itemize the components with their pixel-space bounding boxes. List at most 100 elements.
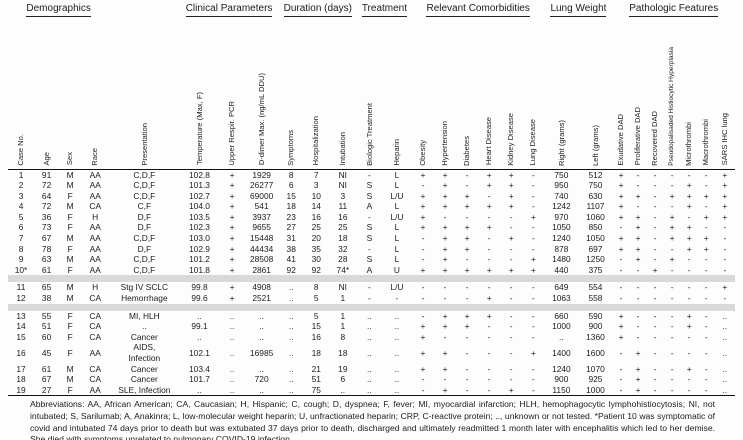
table-cell: 8	[313, 282, 319, 293]
table-cell: ..	[328, 384, 357, 397]
column-header-label: Symptoms	[286, 129, 296, 166]
table-cell: 16985	[249, 347, 274, 358]
table-cell: 18	[311, 347, 321, 358]
table-cell: -	[509, 211, 513, 222]
table-cell: -	[395, 293, 399, 304]
table-cell: M	[66, 374, 74, 385]
table-row: 10* 61 F AA C,D,F 101.8 +2861 92 92 74* A U + + + + + +44…	[8, 265, 735, 276]
table-row: 7 67 M AA C,D,F 103.0 +15448 31 20 18 S L - + + - + - 1240…	[8, 233, 735, 244]
table-cell: 1480	[552, 254, 571, 265]
column-group-header: Duration (days)	[279, 3, 357, 20]
table-cell: ..	[367, 331, 372, 342]
table-cell: -	[687, 254, 691, 265]
table-cell: -	[636, 169, 640, 180]
column-header: Pseudopalisaded Histiocytic Hyperplasia	[663, 19, 681, 170]
table-cell: +	[229, 243, 235, 254]
section-separator	[8, 303, 735, 311]
column-header: Heparin	[381, 19, 412, 170]
table-cell: F	[67, 264, 73, 275]
table-cell: L	[394, 233, 400, 244]
table-cell: +	[420, 331, 426, 342]
table-cell: 9	[18, 254, 24, 265]
table-cell: +	[442, 169, 448, 180]
table-cell: 5	[18, 211, 24, 222]
table-cell: 3	[18, 190, 24, 201]
table-cell: +	[618, 201, 624, 212]
table-cell: C,F	[137, 201, 152, 212]
table-cell: M	[66, 169, 74, 180]
table-cell: 23	[286, 211, 296, 222]
table-cell: F	[67, 190, 73, 201]
table-cell: -	[636, 293, 640, 304]
table-cell: SLE, Infection	[109, 384, 180, 397]
table-cell: +	[508, 190, 514, 201]
column-header-label: Hypertension	[440, 120, 450, 166]
table-cell: 11	[338, 201, 348, 212]
table-cell: -	[487, 190, 491, 201]
table-cell: MI, HLH	[128, 310, 160, 321]
table-cell: -	[465, 282, 469, 293]
table-cell: -	[531, 331, 535, 342]
table-cell: CA	[89, 374, 102, 385]
table-cell: -	[687, 293, 691, 304]
table-cell: C,D,F	[133, 233, 156, 244]
table-cell: -	[687, 169, 691, 180]
table-cell: +	[618, 243, 624, 254]
table-cell: -	[687, 264, 691, 275]
table-cell: +	[722, 169, 728, 180]
column-header-label: Proliferative DAD	[633, 107, 643, 166]
column-header-label: Age	[41, 151, 51, 166]
table-cell: 63	[41, 254, 52, 265]
table-cell: -	[704, 321, 708, 332]
column-header-label: D-dimer Max. (ng/mL DDU)	[256, 73, 266, 166]
table-cell: 649	[554, 282, 569, 293]
table-cell: +	[420, 169, 426, 180]
group-header-label: Duration (days)	[283, 3, 352, 17]
table-cell: +	[669, 254, 675, 265]
table-cell: -	[531, 293, 535, 304]
table-cell: -	[670, 347, 674, 358]
table-row: 13 55 F CA MI, HLH........ 5 1.... - + + + - - 660 590…	[8, 311, 735, 322]
table-cell: +	[420, 201, 426, 212]
column-group-header: Demographics	[8, 3, 109, 20]
table-cell: 102.7	[189, 190, 210, 201]
table-cell: 697	[588, 243, 603, 254]
table-cell: -	[531, 190, 535, 201]
table-cell: +	[464, 201, 470, 212]
table-cell: -	[619, 363, 623, 374]
table-cell: +	[486, 180, 492, 191]
group-header-label: Pathologic Features	[629, 3, 719, 17]
table-row: 15 60 F CA Cancer........ 16 8.... + - - - - -.. 1360…	[8, 332, 735, 343]
table-cell: +	[722, 282, 728, 293]
table-cell: -	[619, 282, 623, 293]
table-cell: -	[421, 180, 425, 191]
table-cell: Cancer	[130, 374, 158, 385]
table-cell: -	[487, 254, 491, 265]
table-cell: -	[531, 180, 535, 191]
column-header-label: Intubation	[338, 132, 348, 166]
table-cell: L	[394, 180, 400, 191]
table-cell: 750	[554, 169, 569, 180]
table-cell: +	[420, 190, 426, 201]
table-cell: ..	[259, 310, 264, 321]
table-cell: -	[509, 331, 513, 342]
table-cell: +	[618, 169, 624, 180]
table-cell: ..	[722, 331, 728, 342]
table-cell: 5	[313, 310, 319, 321]
table-cell: -	[636, 310, 640, 321]
table-cell: -	[670, 310, 674, 321]
table-cell: ..	[229, 374, 235, 385]
table-cell: ..	[288, 310, 294, 321]
table-cell: -	[653, 222, 657, 233]
table-cell: +	[500, 384, 523, 397]
table-cell: F	[59, 384, 82, 397]
table-cell: 720	[254, 374, 269, 385]
table-cell: +	[229, 264, 235, 275]
table-cell: -	[509, 310, 513, 321]
table-cell: 13	[16, 310, 26, 321]
table-cell: 55	[41, 310, 52, 321]
group-header-row: Demographics Clinical Parameters Duration …	[8, 3, 735, 20]
table-cell: 25	[311, 222, 321, 233]
table-cell: ..	[197, 310, 202, 321]
table-cell: C,D,F	[133, 169, 156, 180]
